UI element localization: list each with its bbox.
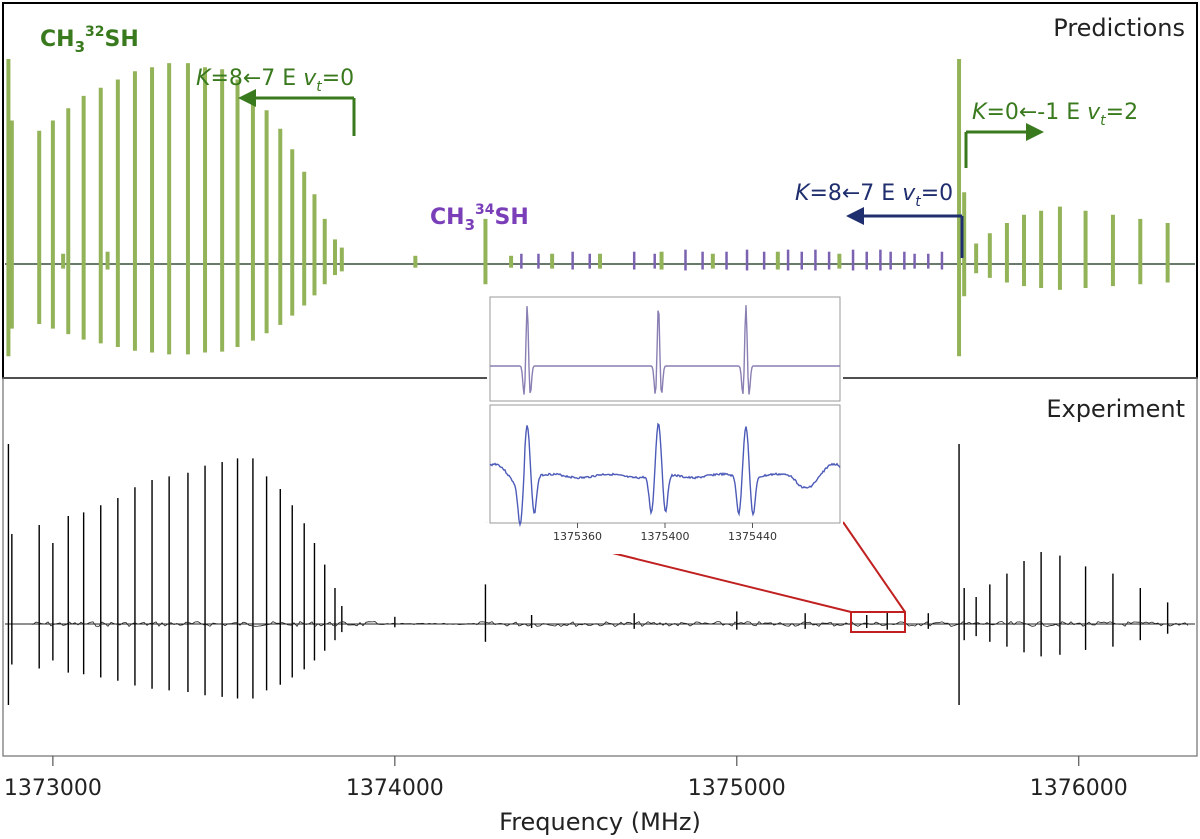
species-32-sub: 3 — [75, 38, 85, 56]
predictions-stick-lines — [6, 59, 1170, 357]
species-34-sub: 3 — [465, 216, 475, 234]
experiment-noise-trace — [29, 620, 1189, 628]
transition-2-k: K — [972, 100, 988, 125]
transition-2-vsub: t — [1100, 113, 1106, 129]
predictions-label: Predictions — [1053, 14, 1185, 42]
transition-2-rel: =0←-1 E — [986, 100, 1087, 125]
transition-1-vval: =0 — [322, 66, 354, 91]
transition-1-k: K — [196, 66, 212, 91]
transition-2-v: v — [1087, 100, 1101, 125]
species-34-sup: 34 — [475, 202, 495, 218]
transition-label-3: K=8←7 E vt=0 — [795, 181, 953, 210]
transition-3-vsub: t — [915, 194, 921, 210]
transition-arrow-1 — [238, 89, 356, 136]
inset-experimental-trace — [489, 422, 841, 528]
inset-tick-label: 1375440 — [728, 530, 777, 543]
x-axis-ticks: 1373000 1374000 1375000 1376000 — [4, 756, 1128, 801]
transition-3-k: K — [795, 181, 811, 206]
transition-arrow-3 — [846, 207, 964, 258]
transition-3-rel: =8←7 E — [809, 181, 902, 206]
x-axis-title: Frequency (MHz) — [499, 808, 701, 836]
species-label-34: CH334SH — [430, 202, 529, 234]
inset-tick-label: 1375360 — [553, 530, 602, 543]
inset: 1375360 1375400 1375440 — [487, 294, 843, 554]
species-32-sup: 32 — [85, 24, 104, 40]
x-tick-label: 1376000 — [1030, 776, 1128, 801]
zoom-region-box — [850, 611, 906, 633]
zoom-connector-right — [842, 521, 906, 613]
transition-1-v: v — [303, 66, 317, 91]
transition-arrow-2 — [964, 123, 1044, 168]
inset-predicted-trace — [490, 305, 840, 395]
transition-1-vsub: t — [316, 79, 322, 95]
inset-ticks: 1375360 1375400 1375440 — [553, 523, 777, 543]
species-34-tail: SH — [494, 205, 528, 230]
transition-3-vval: =0 — [921, 181, 953, 206]
x-tick-label: 1373000 — [4, 776, 102, 801]
species-32-tail: SH — [104, 27, 138, 52]
x-tick-label: 1375000 — [688, 776, 786, 801]
transition-3-v: v — [902, 181, 916, 206]
inset-upper-frame — [489, 296, 841, 402]
transition-1-rel: =8←7 E — [210, 66, 303, 91]
transition-label-1: K=8←7 E vt=0 — [196, 66, 354, 95]
species-34-main: CH — [430, 205, 465, 230]
experiment-stick-lines — [7, 444, 1189, 705]
species-32-main: CH — [40, 27, 75, 52]
inset-tick-label: 1375400 — [641, 530, 690, 543]
x-tick-label: 1374000 — [346, 776, 444, 801]
experiment-label: Experiment — [1046, 395, 1185, 423]
transition-label-2: K=0←-1 E vt=2 — [972, 100, 1138, 129]
transition-2-vval: =2 — [1106, 100, 1138, 125]
species-label-32: CH332SH — [40, 24, 139, 56]
